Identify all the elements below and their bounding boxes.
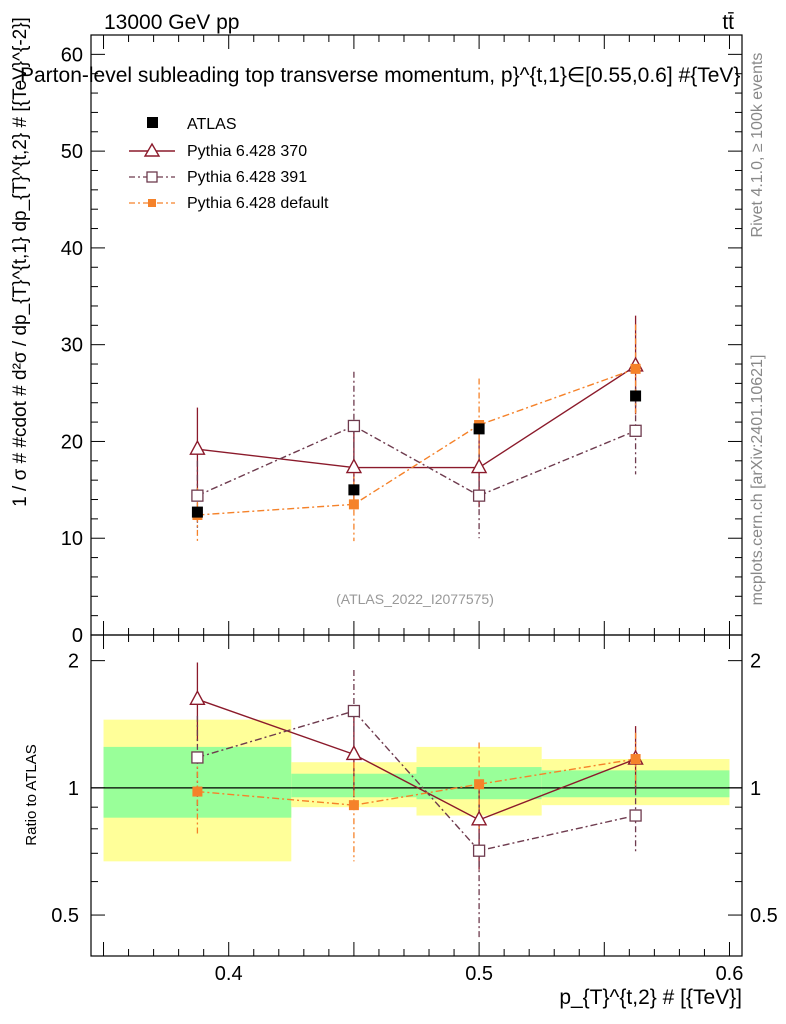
plot-title: Parton-level subleading top transverse m… <box>20 64 740 87</box>
ratio-y-tick-label-right: 0.5 <box>750 905 778 927</box>
marker-pythia-default <box>192 786 203 797</box>
marker-pythia-default <box>630 363 641 374</box>
ratio-line-tri <box>197 698 636 821</box>
ratio-line-sq <box>197 710 636 852</box>
x-tick-label: 0.6 <box>716 963 744 985</box>
x-tick-label: 0.4 <box>215 963 243 985</box>
y-tick-label: 40 <box>61 238 83 260</box>
energy-label: 13000 GeV pp <box>104 11 239 34</box>
analysis-id: (ATLAS_2022_I2077575) <box>336 591 494 607</box>
legend: ATLAS Pythia 6.428 370 Pythia 6.428 391 … <box>129 116 329 212</box>
y-tick-label: 60 <box>61 44 83 66</box>
atlas-data-point <box>191 506 203 518</box>
main-line-tri <box>197 365 636 469</box>
marker-pythia-391 <box>629 809 642 822</box>
rivet-label: Rivet 4.1.0, ≥ 100k events <box>749 53 766 238</box>
main-line-sq <box>197 425 636 497</box>
main-line-fsq <box>197 368 636 516</box>
atlas-data-point <box>630 390 642 402</box>
marker-pythia-default <box>474 779 485 790</box>
main-y-axis-title: 1 / σ # #cdot # d²σ / dp_{T}^{t,1} dp_{T… <box>10 17 31 507</box>
ratio-y-tick-label: 2 <box>68 651 79 673</box>
ratio-y-tick-label: 1 <box>68 778 79 800</box>
y-tick-label: 30 <box>61 335 83 357</box>
x-tick-label: 0.5 <box>465 963 493 985</box>
y-tick-label: 20 <box>61 431 83 453</box>
marker-pythia-391 <box>472 844 486 857</box>
legend-default-label: Pythia 6.428 default <box>187 195 329 212</box>
ratio-y-tick-label-right: 2 <box>750 651 761 673</box>
marker-pythia-default <box>630 754 641 765</box>
marker-pythia-391 <box>191 751 204 764</box>
marker-pythia-default <box>348 800 359 811</box>
legend-391-marker <box>146 171 158 183</box>
y-tick-label: 50 <box>61 141 83 163</box>
marker-pythia-391 <box>347 419 361 433</box>
atlas-data-point <box>473 423 485 435</box>
ratio-line-fsq <box>197 758 636 806</box>
legend-370-label: Pythia 6.428 370 <box>187 143 307 160</box>
process-label: tt̄ <box>722 11 734 34</box>
atlas-data-point <box>348 484 360 496</box>
marker-pythia-370 <box>189 689 206 706</box>
ratio-y-tick-label-right: 1 <box>750 778 761 800</box>
ratio-frame <box>90 634 743 957</box>
marker-pythia-391 <box>472 489 486 502</box>
mcplots-label: mcplots.cern.ch [arXiv:2401.10621] <box>749 355 766 606</box>
ratio-panel: 0.4 0.5 0.6 0.5 0.5 1 1 2 2 <box>51 634 778 985</box>
marker-pythia-370 <box>345 744 363 761</box>
marker-pythia-391 <box>191 489 204 502</box>
y-tick-label: 10 <box>61 528 83 550</box>
legend-atlas-marker <box>147 117 158 128</box>
legend-370-marker <box>143 142 161 157</box>
x-axis-title: p_{T}^{t,2} # [{TeV}] <box>559 986 742 1009</box>
marker-pythia-391 <box>629 424 642 437</box>
ratio-y-axis-title: Ratio to ATLAS <box>23 744 40 845</box>
marker-pythia-391 <box>347 704 361 718</box>
ratio-y-tick-label: 0.5 <box>51 905 79 927</box>
marker-pythia-370 <box>345 458 363 474</box>
legend-atlas-label: ATLAS <box>187 116 237 133</box>
legend-391-label: Pythia 6.428 391 <box>187 169 307 186</box>
main-panel: 0 10 20 30 40 50 60 <box>61 34 743 956</box>
marker-pythia-370 <box>470 810 488 826</box>
y-tick-label: 0 <box>72 625 83 647</box>
legend-default-marker <box>148 199 156 207</box>
marker-pythia-default <box>348 499 359 510</box>
marker-pythia-370 <box>470 458 488 474</box>
marker-pythia-370 <box>189 439 206 455</box>
